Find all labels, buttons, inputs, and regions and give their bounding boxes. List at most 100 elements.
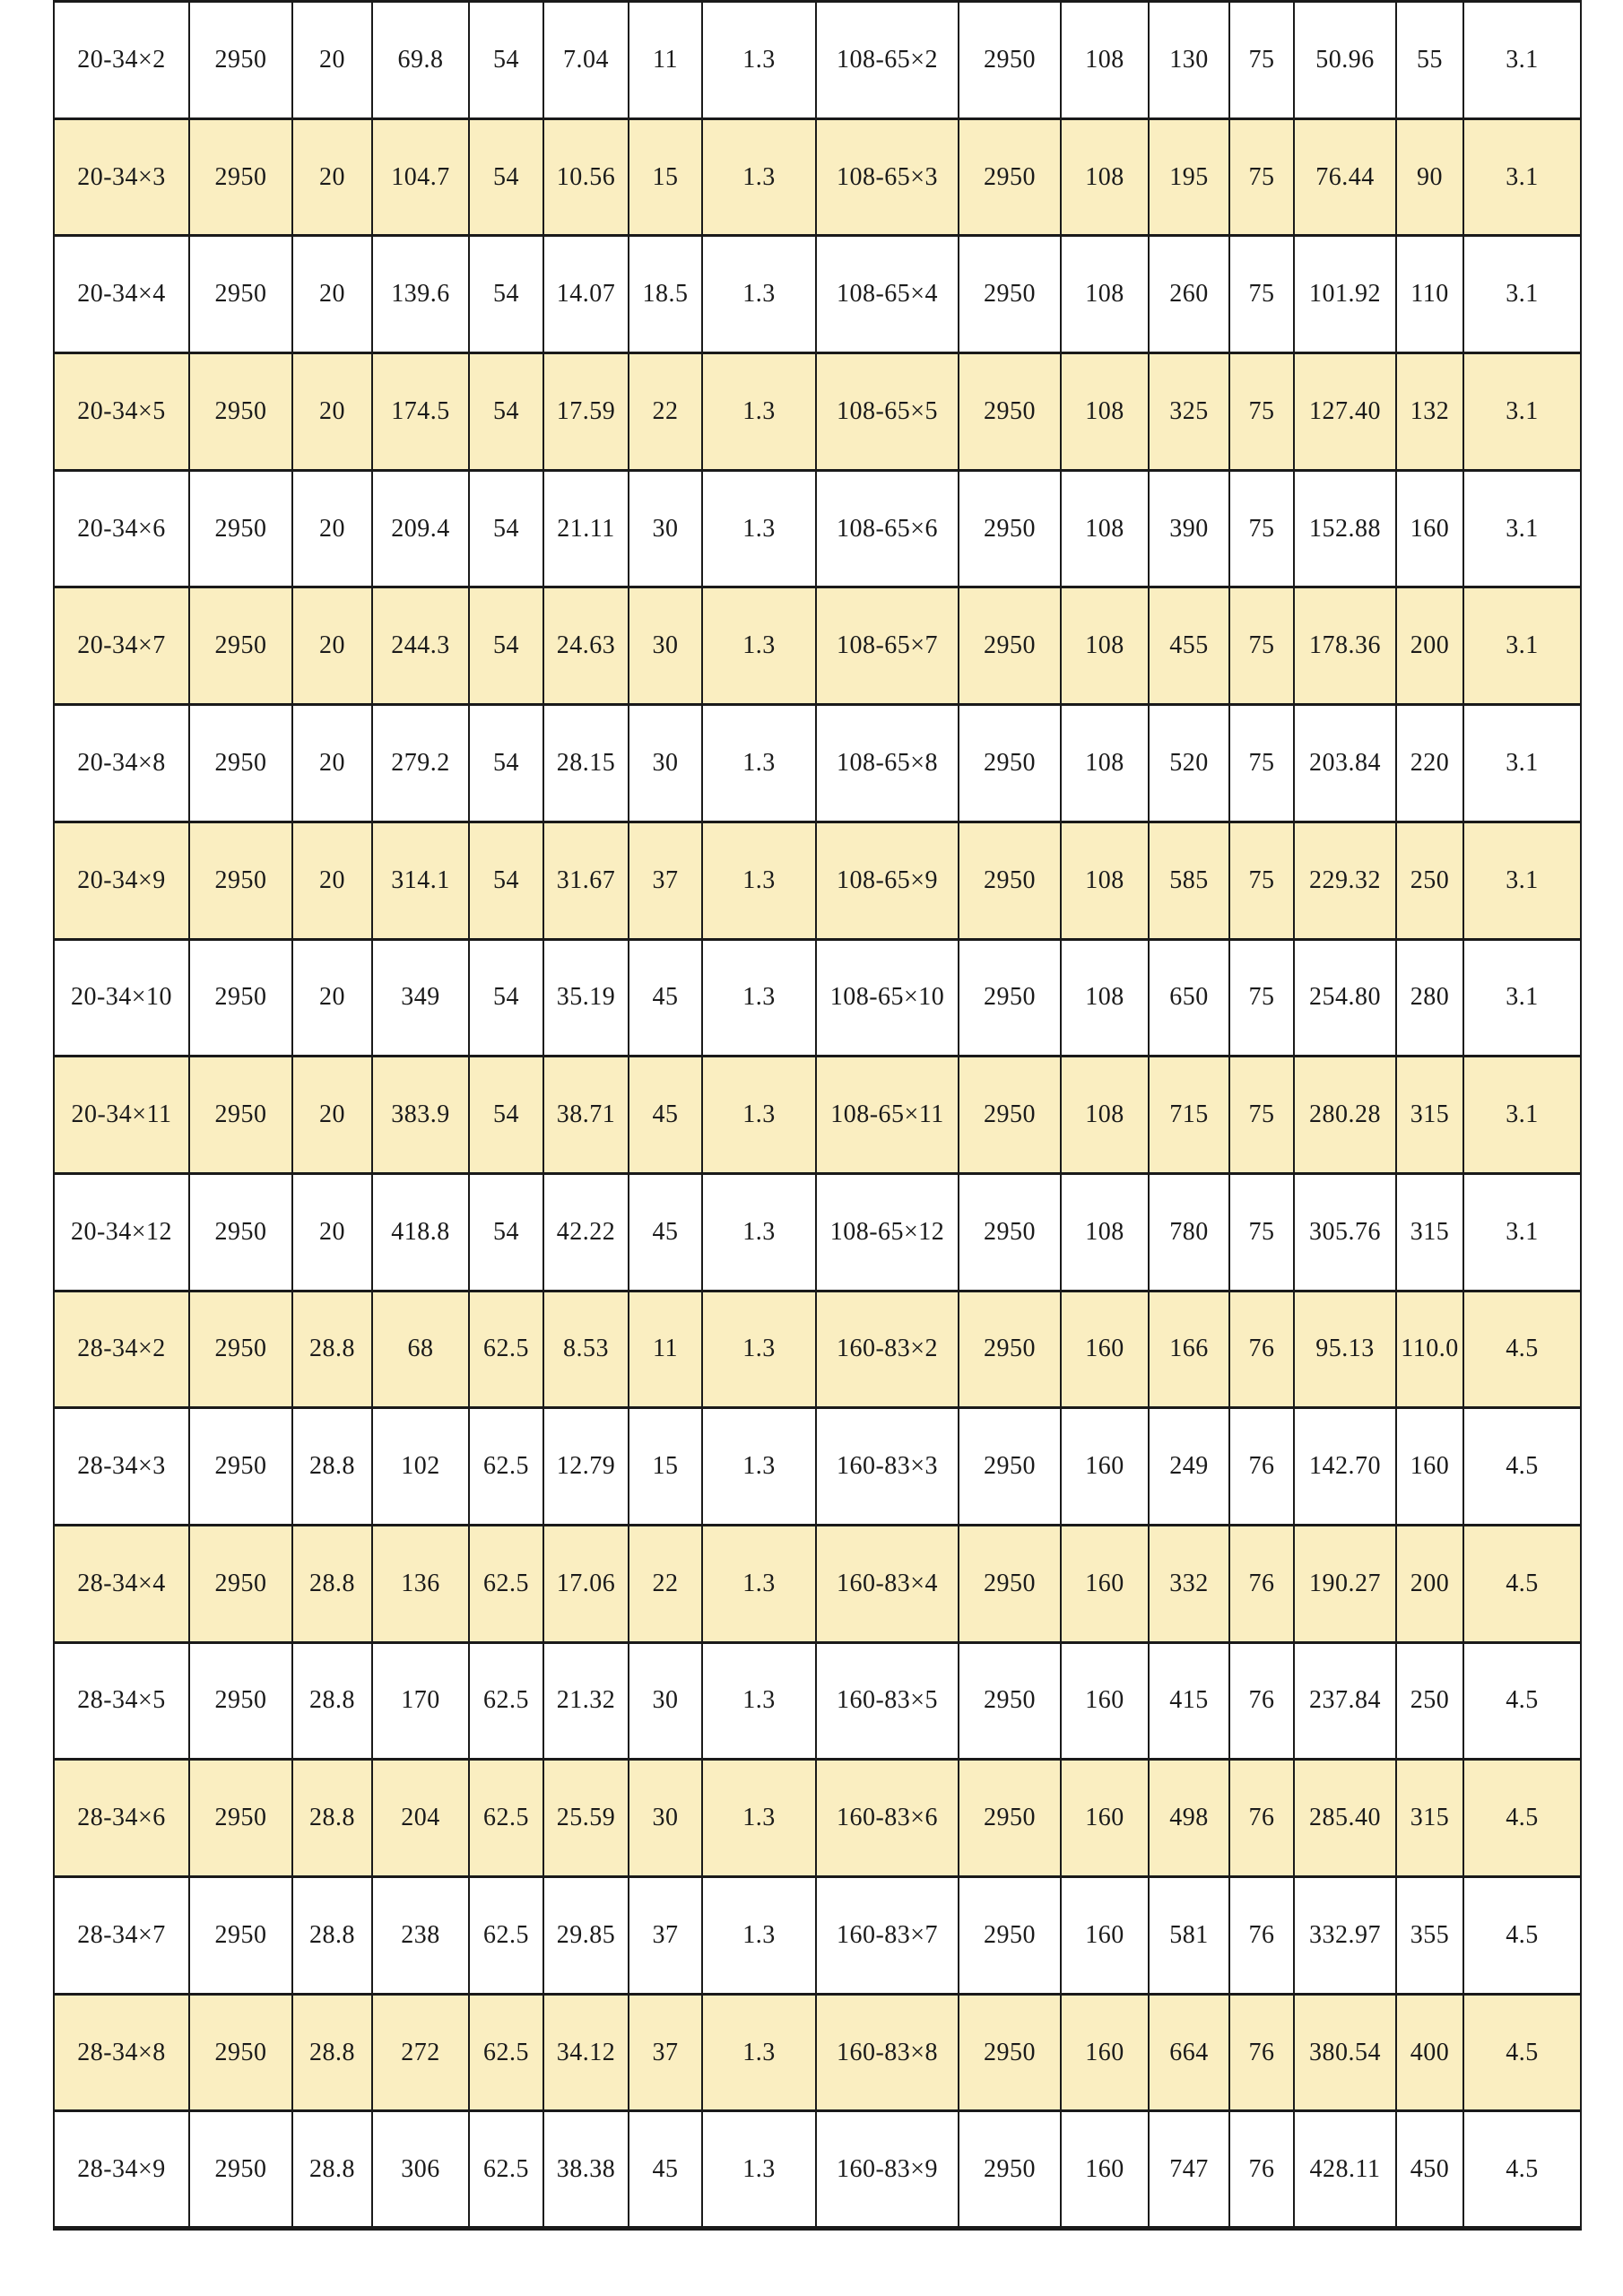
model-cell: 28-34×8 [53, 1992, 190, 2113]
value-cell: 2950 [188, 117, 293, 238]
value-cell: 2950 [188, 1758, 293, 1878]
value-cell: 3.1 [1462, 703, 1582, 823]
value-cell: 160 [1060, 1992, 1150, 2113]
value-cell: 22 [628, 352, 703, 472]
value-cell: 209.4 [371, 468, 470, 589]
value-cell: 20 [291, 234, 373, 355]
value-cell: 50.96 [1293, 0, 1397, 120]
value-cell: 76 [1228, 1875, 1295, 1996]
value-cell: 2950 [188, 234, 293, 355]
value-cell: 1.3 [701, 586, 817, 707]
value-cell: 76 [1228, 2109, 1295, 2231]
value-cell: 332.97 [1293, 1875, 1397, 1996]
value-cell: 4.5 [1462, 1406, 1582, 1526]
value-cell: 450 [1395, 2109, 1464, 2231]
value-cell: 2950 [958, 1758, 1062, 1878]
value-cell: 38.38 [542, 2109, 629, 2231]
value-cell: 152.88 [1293, 468, 1397, 589]
value-cell: 108 [1060, 117, 1150, 238]
value-cell: 75 [1228, 117, 1295, 238]
value-cell: 349 [371, 937, 470, 1058]
value-cell: 280.28 [1293, 1055, 1397, 1175]
model-cell: 28-34×4 [53, 1523, 190, 1644]
value-cell: 455 [1148, 586, 1230, 707]
value-cell: 95.13 [1293, 1289, 1397, 1410]
value-cell: 15 [628, 117, 703, 238]
value-cell: 200 [1395, 586, 1464, 707]
value-cell: 75 [1228, 586, 1295, 707]
value-cell: 3.1 [1462, 937, 1582, 1058]
model-cell: 160-83×3 [815, 1406, 959, 1526]
value-cell: 62.5 [468, 1406, 544, 1526]
value-cell: 2950 [958, 1992, 1062, 2113]
value-cell: 2950 [188, 2109, 293, 2231]
value-cell: 30 [628, 703, 703, 823]
value-cell: 2950 [188, 703, 293, 823]
value-cell: 1.3 [701, 820, 817, 941]
value-cell: 15 [628, 1406, 703, 1526]
value-cell: 166 [1148, 1289, 1230, 1410]
value-cell: 45 [628, 1055, 703, 1175]
value-cell: 1.3 [701, 703, 817, 823]
value-cell: 664 [1148, 1992, 1230, 2113]
value-cell: 1.3 [701, 1171, 817, 1292]
value-cell: 37 [628, 1875, 703, 1996]
value-cell: 37 [628, 1992, 703, 2113]
value-cell: 1.3 [701, 2109, 817, 2231]
model-cell: 28-34×6 [53, 1758, 190, 1878]
value-cell: 2950 [958, 234, 1062, 355]
value-cell: 20 [291, 1055, 373, 1175]
value-cell: 10.56 [542, 117, 629, 238]
value-cell: 20 [291, 1171, 373, 1292]
value-cell: 4.5 [1462, 1758, 1582, 1878]
table-row: 28-34×6 2950 28.8 204 62.5 25.59 30 1.3 160-83×6… [53, 1758, 1582, 1878]
value-cell: 2950 [188, 0, 293, 120]
value-cell: 76 [1228, 1406, 1295, 1526]
value-cell: 62.5 [468, 1289, 544, 1410]
value-cell: 76 [1228, 1640, 1295, 1761]
value-cell: 108 [1060, 586, 1150, 707]
value-cell: 237.84 [1293, 1640, 1397, 1761]
value-cell: 2950 [958, 820, 1062, 941]
value-cell: 75 [1228, 937, 1295, 1058]
table-row: 20-34×11 2950 20 383.9 54 38.71 45 1.3 108-65×11… [53, 1055, 1582, 1175]
value-cell: 581 [1148, 1875, 1230, 1996]
value-cell: 45 [628, 1171, 703, 1292]
value-cell: 2950 [958, 1640, 1062, 1761]
table-row: 20-34×9 2950 20 314.1 54 31.67 37 1.3 108-65×9 29… [53, 820, 1582, 941]
value-cell: 37 [628, 820, 703, 941]
value-cell: 2950 [958, 1523, 1062, 1644]
value-cell: 315 [1395, 1171, 1464, 1292]
value-cell: 62.5 [468, 1523, 544, 1644]
value-cell: 75 [1228, 0, 1295, 120]
value-cell: 279.2 [371, 703, 470, 823]
value-cell: 2950 [958, 2109, 1062, 2231]
value-cell: 314.1 [371, 820, 470, 941]
model-cell: 108-65×4 [815, 234, 959, 355]
model-cell: 160-83×5 [815, 1640, 959, 1761]
value-cell: 75 [1228, 468, 1295, 589]
value-cell: 1.3 [701, 1523, 817, 1644]
model-cell: 28-34×9 [53, 2109, 190, 2231]
value-cell: 54 [468, 586, 544, 707]
value-cell: 498 [1148, 1758, 1230, 1878]
model-cell: 20-34×11 [53, 1055, 190, 1175]
value-cell: 1.3 [701, 1289, 817, 1410]
value-cell: 108 [1060, 352, 1150, 472]
value-cell: 2950 [188, 1406, 293, 1526]
value-cell: 69.8 [371, 0, 470, 120]
value-cell: 104.7 [371, 117, 470, 238]
value-cell: 2950 [188, 1640, 293, 1761]
value-cell: 30 [628, 1758, 703, 1878]
value-cell: 1.3 [701, 1055, 817, 1175]
value-cell: 108 [1060, 468, 1150, 589]
value-cell: 2950 [188, 1289, 293, 1410]
model-cell: 20-34×2 [53, 0, 190, 120]
value-cell: 54 [468, 820, 544, 941]
value-cell: 28.15 [542, 703, 629, 823]
value-cell: 22 [628, 1523, 703, 1644]
value-cell: 160 [1060, 1758, 1150, 1878]
value-cell: 2950 [958, 0, 1062, 120]
table-row: 28-34×5 2950 28.8 170 62.5 21.32 30 1.3 160-83×5… [53, 1640, 1582, 1761]
value-cell: 28.8 [291, 1289, 373, 1410]
